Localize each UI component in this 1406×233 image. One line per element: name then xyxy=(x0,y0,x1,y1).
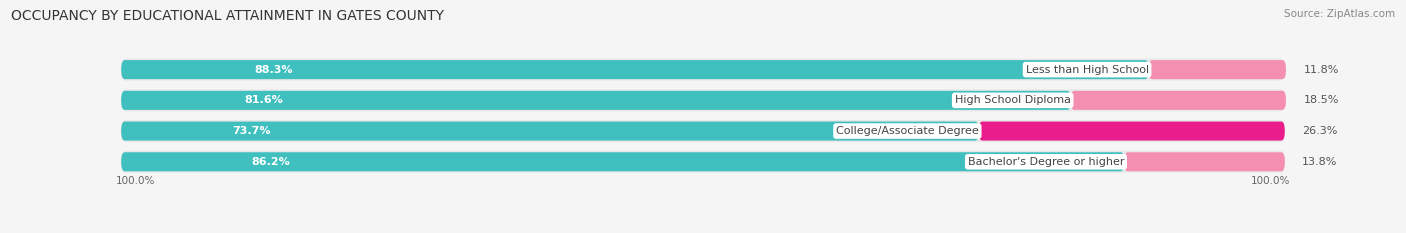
FancyBboxPatch shape xyxy=(121,91,1071,110)
FancyBboxPatch shape xyxy=(121,89,1285,111)
FancyBboxPatch shape xyxy=(1125,152,1285,171)
Text: 11.8%: 11.8% xyxy=(1303,65,1339,75)
Text: OCCUPANCY BY EDUCATIONAL ATTAINMENT IN GATES COUNTY: OCCUPANCY BY EDUCATIONAL ATTAINMENT IN G… xyxy=(11,9,444,23)
Text: Less than High School: Less than High School xyxy=(1025,65,1149,75)
Text: 26.3%: 26.3% xyxy=(1302,126,1337,136)
FancyBboxPatch shape xyxy=(121,120,1285,142)
Text: 73.7%: 73.7% xyxy=(232,126,271,136)
Text: Bachelor's Degree or higher: Bachelor's Degree or higher xyxy=(967,157,1125,167)
Text: 81.6%: 81.6% xyxy=(245,95,284,105)
Text: Source: ZipAtlas.com: Source: ZipAtlas.com xyxy=(1284,9,1395,19)
FancyBboxPatch shape xyxy=(979,122,1285,140)
Text: 86.2%: 86.2% xyxy=(252,157,291,167)
Text: 100.0%: 100.0% xyxy=(115,176,155,186)
FancyBboxPatch shape xyxy=(1149,60,1286,79)
FancyBboxPatch shape xyxy=(121,151,1285,173)
Text: 88.3%: 88.3% xyxy=(254,65,294,75)
FancyBboxPatch shape xyxy=(121,58,1285,81)
FancyBboxPatch shape xyxy=(121,122,979,140)
FancyBboxPatch shape xyxy=(1071,91,1286,110)
Text: High School Diploma: High School Diploma xyxy=(955,95,1071,105)
Text: 100.0%: 100.0% xyxy=(1251,176,1291,186)
Text: 13.8%: 13.8% xyxy=(1302,157,1337,167)
FancyBboxPatch shape xyxy=(121,60,1149,79)
Text: College/Associate Degree: College/Associate Degree xyxy=(837,126,979,136)
FancyBboxPatch shape xyxy=(121,152,1125,171)
Text: 18.5%: 18.5% xyxy=(1303,95,1339,105)
